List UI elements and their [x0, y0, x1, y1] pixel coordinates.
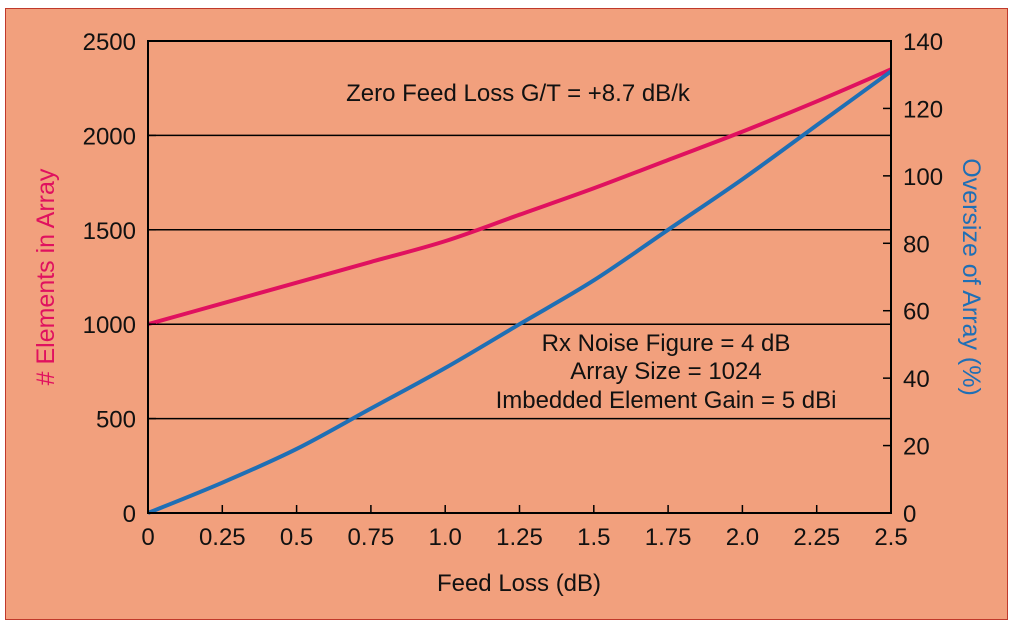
y-left-tick-label: 2000: [83, 123, 136, 150]
y-right-axis-label: Oversize of Array (%): [957, 158, 985, 396]
y-right-tick-label: 20: [903, 434, 930, 461]
x-tick-label: 0.75: [348, 524, 395, 551]
y-right-tick-label: 120: [903, 96, 943, 123]
x-tick-label: 1.0: [429, 524, 462, 551]
y-left-tick-label: 0: [123, 501, 136, 528]
y-left-tick-label: 1000: [83, 312, 136, 339]
x-tick-label: 1.75: [645, 524, 692, 551]
annotation-gt: Zero Feed Loss G/T = +8.7 dB/k: [346, 80, 691, 107]
chart-svg: 0 0.25 0.5 0.75 1.0 1.25 1.5 1.75 2.0 2.25 2.5 0 50…: [32, 29, 985, 597]
y-left-tick-label: 500: [96, 407, 136, 434]
y-right-tick-label: 40: [903, 366, 930, 393]
x-tick-label: 0.25: [199, 524, 246, 551]
y-left-tick-label: 1500: [83, 218, 136, 245]
x-tick-label: 2.5: [874, 524, 907, 551]
x-ticks: 0 0.25 0.5 0.75 1.0 1.25 1.5 1.75 2.0 2.25 2.5: [141, 505, 908, 551]
y-right-tick-label: 80: [903, 231, 930, 258]
annotation-element-gain: Imbedded Element Gain = 5 dBi: [496, 387, 837, 414]
y-right-ticks: 0 20 40 60 80 100 120 140: [883, 29, 943, 528]
x-tick-label: 0: [141, 524, 154, 551]
series-layer: [147, 67, 893, 515]
series-line-oversize: [147, 69, 893, 515]
x-tick-label: 2.25: [793, 524, 840, 551]
y-right-tick-label: 140: [903, 29, 943, 56]
annotation-noise-figure: Rx Noise Figure = 4 dB: [542, 330, 791, 357]
y-right-tick-label: 60: [903, 299, 930, 326]
y-right-tick-label: 0: [903, 501, 916, 528]
x-tick-label: 0.5: [280, 524, 313, 551]
chart-frame: 0 0.25 0.5 0.75 1.0 1.25 1.5 1.75 2.0 2.25 2.5 0 50…: [5, 8, 1008, 620]
y-left-ticks: 0 500 1000 1500 2000 2500: [83, 29, 156, 528]
x-axis-label: Feed Loss (dB): [437, 570, 601, 597]
x-tick-label: 1.5: [577, 524, 610, 551]
plot-area: [147, 40, 892, 514]
x-tick-label: 2.0: [726, 524, 759, 551]
y-right-tick-label: 100: [903, 164, 943, 191]
y-left-tick-label: 2500: [83, 29, 136, 56]
annotation-array-size: Array Size = 1024: [570, 358, 761, 385]
grid-layer: [148, 134, 891, 420]
series-line-elements: [147, 67, 892, 327]
y-left-axis-label: # Elements in Array: [32, 168, 60, 385]
x-tick-label: 1.25: [496, 524, 543, 551]
